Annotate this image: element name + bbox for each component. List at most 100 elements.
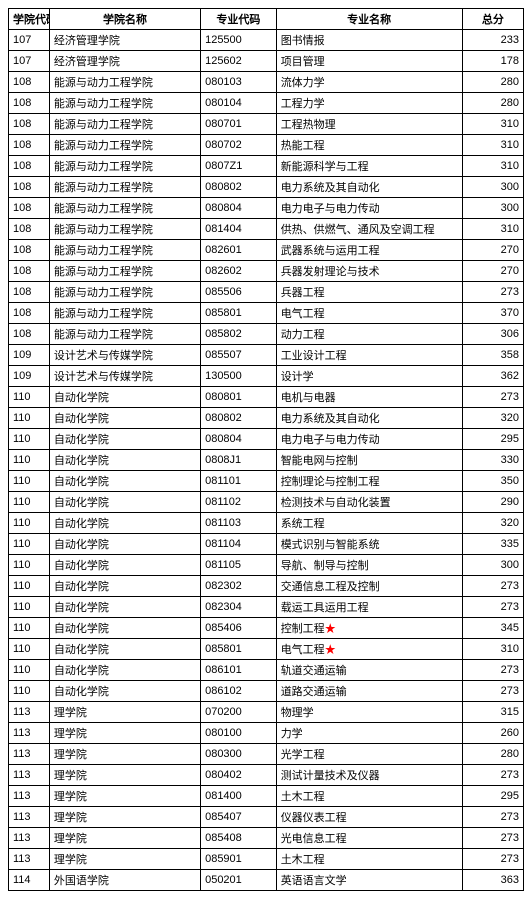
cell-total-score: 233 (462, 30, 523, 51)
cell-total-score: 320 (462, 513, 523, 534)
cell-college-name: 自动化学院 (49, 555, 200, 576)
cell-total-score: 273 (462, 282, 523, 303)
major-name-text: 图书情报 (281, 35, 325, 47)
cell-college-code: 110 (9, 450, 50, 471)
cell-major-code: 086101 (201, 660, 277, 681)
cell-total-score: 273 (462, 681, 523, 702)
major-name-text: 检测技术与自动化装置 (281, 497, 391, 509)
cell-major-code: 125602 (201, 51, 277, 72)
major-name-text: 物理学 (281, 707, 314, 719)
cell-college-name: 自动化学院 (49, 681, 200, 702)
cell-college-name: 设计艺术与传媒学院 (49, 366, 200, 387)
cell-total-score: 273 (462, 849, 523, 870)
table-row: 110自动化学院081103系统工程320 (9, 513, 524, 534)
cell-total-score: 280 (462, 93, 523, 114)
major-name-text: 电力电子与电力传动 (281, 434, 380, 446)
cell-college-code: 107 (9, 30, 50, 51)
major-name-text: 电机与电器 (281, 392, 336, 404)
table-row: 108能源与动力工程学院080103流体力学280 (9, 72, 524, 93)
cell-college-name: 理学院 (49, 723, 200, 744)
cell-college-name: 自动化学院 (49, 492, 200, 513)
table-row: 107经济管理学院125602项目管理178 (9, 51, 524, 72)
admission-score-table: 学院代码 学院名称 专业代码 专业名称 总分 107经济管理学院125500图书… (8, 8, 524, 891)
cell-college-code: 108 (9, 135, 50, 156)
major-name-text: 模式识别与智能系统 (281, 539, 380, 551)
major-name-text: 设计学 (281, 371, 314, 383)
cell-college-code: 110 (9, 471, 50, 492)
cell-major-code: 082304 (201, 597, 277, 618)
table-row: 113理学院085407仪器仪表工程273 (9, 807, 524, 828)
cell-major-code: 080802 (201, 408, 277, 429)
cell-college-code: 113 (9, 786, 50, 807)
cell-college-name: 能源与动力工程学院 (49, 177, 200, 198)
cell-total-score: 273 (462, 660, 523, 681)
table-row: 110自动化学院086102道路交通运输273 (9, 681, 524, 702)
cell-total-score: 370 (462, 303, 523, 324)
cell-major-code: 125500 (201, 30, 277, 51)
major-name-text: 仪器仪表工程 (281, 812, 347, 824)
cell-college-code: 113 (9, 723, 50, 744)
table-row: 110自动化学院081104模式识别与智能系统335 (9, 534, 524, 555)
cell-major-name: 工业设计工程 (276, 345, 462, 366)
cell-college-name: 自动化学院 (49, 597, 200, 618)
cell-total-score: 273 (462, 765, 523, 786)
cell-major-name: 工程力学 (276, 93, 462, 114)
cell-college-code: 110 (9, 408, 50, 429)
header-college-code: 学院代码 (9, 9, 50, 30)
table-row: 110自动化学院086101轨道交通运输273 (9, 660, 524, 681)
cell-major-code: 080801 (201, 387, 277, 408)
cell-college-name: 能源与动力工程学院 (49, 261, 200, 282)
table-row: 110自动化学院082304载运工具运用工程273 (9, 597, 524, 618)
cell-major-name: 测试计量技术及仪器 (276, 765, 462, 786)
cell-total-score: 315 (462, 702, 523, 723)
cell-college-name: 经济管理学院 (49, 51, 200, 72)
major-name-text: 热能工程 (281, 140, 325, 152)
cell-major-name: 武器系统与运用工程 (276, 240, 462, 261)
star-icon: ★ (325, 623, 336, 635)
cell-college-code: 108 (9, 303, 50, 324)
major-name-text: 工业设计工程 (281, 350, 347, 362)
cell-college-code: 110 (9, 639, 50, 660)
cell-college-code: 109 (9, 366, 50, 387)
cell-major-name: 工程热物理 (276, 114, 462, 135)
cell-major-name: 导航、制导与控制 (276, 555, 462, 576)
cell-major-code: 080104 (201, 93, 277, 114)
cell-college-name: 自动化学院 (49, 576, 200, 597)
table-row: 113理学院080300光学工程280 (9, 744, 524, 765)
cell-major-name: 电机与电器 (276, 387, 462, 408)
major-name-text: 测试计量技术及仪器 (281, 770, 380, 782)
cell-major-name: 系统工程 (276, 513, 462, 534)
cell-major-code: 081101 (201, 471, 277, 492)
cell-major-name: 载运工具运用工程 (276, 597, 462, 618)
cell-college-code: 110 (9, 597, 50, 618)
table-row: 113理学院085408光电信息工程273 (9, 828, 524, 849)
table-row: 113理学院080402测试计量技术及仪器273 (9, 765, 524, 786)
major-name-text: 导航、制导与控制 (281, 560, 369, 572)
table-row: 108能源与动力工程学院085506兵器工程273 (9, 282, 524, 303)
cell-total-score: 295 (462, 786, 523, 807)
cell-college-code: 108 (9, 177, 50, 198)
cell-college-code: 110 (9, 513, 50, 534)
major-name-text: 工程力学 (281, 98, 325, 110)
cell-major-name: 土木工程 (276, 849, 462, 870)
table-row: 109设计艺术与传媒学院085507工业设计工程358 (9, 345, 524, 366)
cell-total-score: 345 (462, 618, 523, 639)
cell-college-name: 自动化学院 (49, 408, 200, 429)
cell-college-name: 能源与动力工程学院 (49, 72, 200, 93)
table-row: 110自动化学院080802电力系统及其自动化320 (9, 408, 524, 429)
major-name-text: 电力电子与电力传动 (281, 203, 380, 215)
header-college-name: 学院名称 (49, 9, 200, 30)
cell-major-code: 081105 (201, 555, 277, 576)
cell-major-code: 085801 (201, 303, 277, 324)
cell-total-score: 310 (462, 135, 523, 156)
cell-college-name: 能源与动力工程学院 (49, 93, 200, 114)
cell-major-code: 080100 (201, 723, 277, 744)
table-row: 113理学院080100力学260 (9, 723, 524, 744)
major-name-text: 土木工程 (281, 791, 325, 803)
major-name-text: 载运工具运用工程 (281, 602, 369, 614)
cell-college-code: 113 (9, 744, 50, 765)
cell-total-score: 270 (462, 240, 523, 261)
cell-college-name: 能源与动力工程学院 (49, 324, 200, 345)
table-row: 108能源与动力工程学院0807Z1新能源科学与工程310 (9, 156, 524, 177)
cell-total-score: 362 (462, 366, 523, 387)
